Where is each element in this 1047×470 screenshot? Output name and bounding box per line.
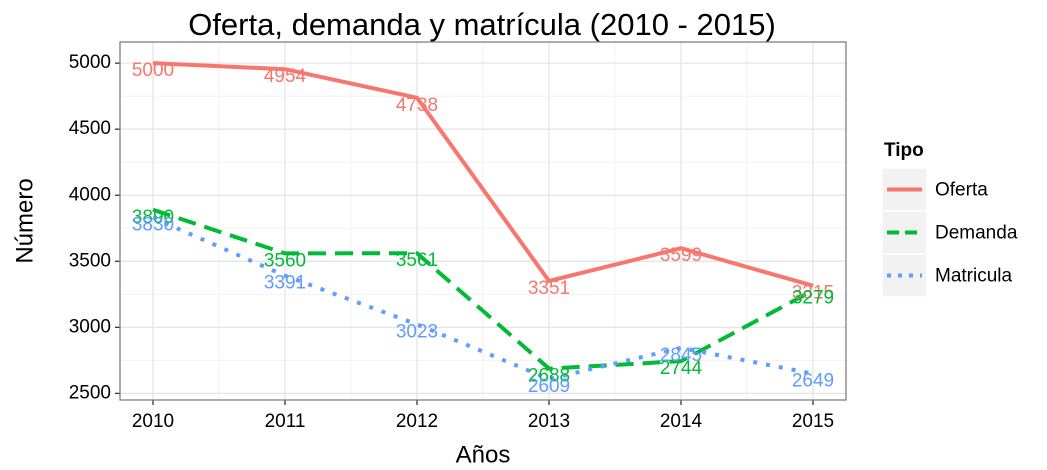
- data-label: 3890: [132, 207, 174, 228]
- data-label: 2845: [660, 345, 702, 366]
- data-label: 5000: [132, 60, 174, 81]
- data-label: 4954: [264, 66, 307, 87]
- data-label: 2744: [660, 358, 703, 379]
- x-tick-label: 2012: [396, 411, 438, 432]
- x-tick-label: 2010: [132, 411, 174, 432]
- data-label: 2609: [528, 376, 570, 397]
- data-label: 3315: [792, 283, 834, 304]
- y-axis-label: Número: [11, 178, 38, 263]
- y-tick-label: 4500: [69, 118, 111, 139]
- data-label: 3391: [264, 273, 306, 294]
- line-series: [152, 207, 814, 371]
- data-label: 4738: [396, 95, 438, 116]
- x-tick-label: 2013: [528, 411, 570, 432]
- x-tick-label: 2014: [660, 411, 703, 432]
- y-tick-label: 2500: [69, 382, 111, 403]
- legend-label: Oferta: [935, 180, 988, 201]
- y-tick-label: 3500: [69, 250, 111, 271]
- data-label: 3560: [264, 250, 306, 271]
- data-label: 3830: [132, 215, 174, 236]
- y-tick-label: 5000: [69, 52, 111, 73]
- data-label: 3599: [660, 245, 702, 266]
- line-series: [152, 215, 814, 382]
- legend-title: Tipo: [884, 140, 924, 161]
- data-label: 3351: [528, 278, 570, 299]
- y-tick-label: 4000: [69, 184, 111, 205]
- data-label: 3023: [396, 321, 438, 342]
- chart-title: Oferta, demanda y matrícula (2010 - 2015…: [188, 7, 776, 42]
- data-label: 2688: [528, 366, 570, 387]
- data-label: 3279: [792, 288, 834, 309]
- data-label: 3561: [396, 250, 438, 271]
- x-tick-label: 2015: [792, 411, 834, 432]
- data-label: 2649: [792, 371, 834, 392]
- line-series: [152, 61, 814, 288]
- x-axis-label: Años: [456, 441, 511, 468]
- x-tick-label: 2011: [265, 411, 306, 432]
- plot-border: [119, 41, 847, 401]
- y-tick-label: 3000: [69, 316, 111, 337]
- legend-label: Demanda: [935, 223, 1018, 244]
- legend-label: Matricula: [935, 266, 1013, 287]
